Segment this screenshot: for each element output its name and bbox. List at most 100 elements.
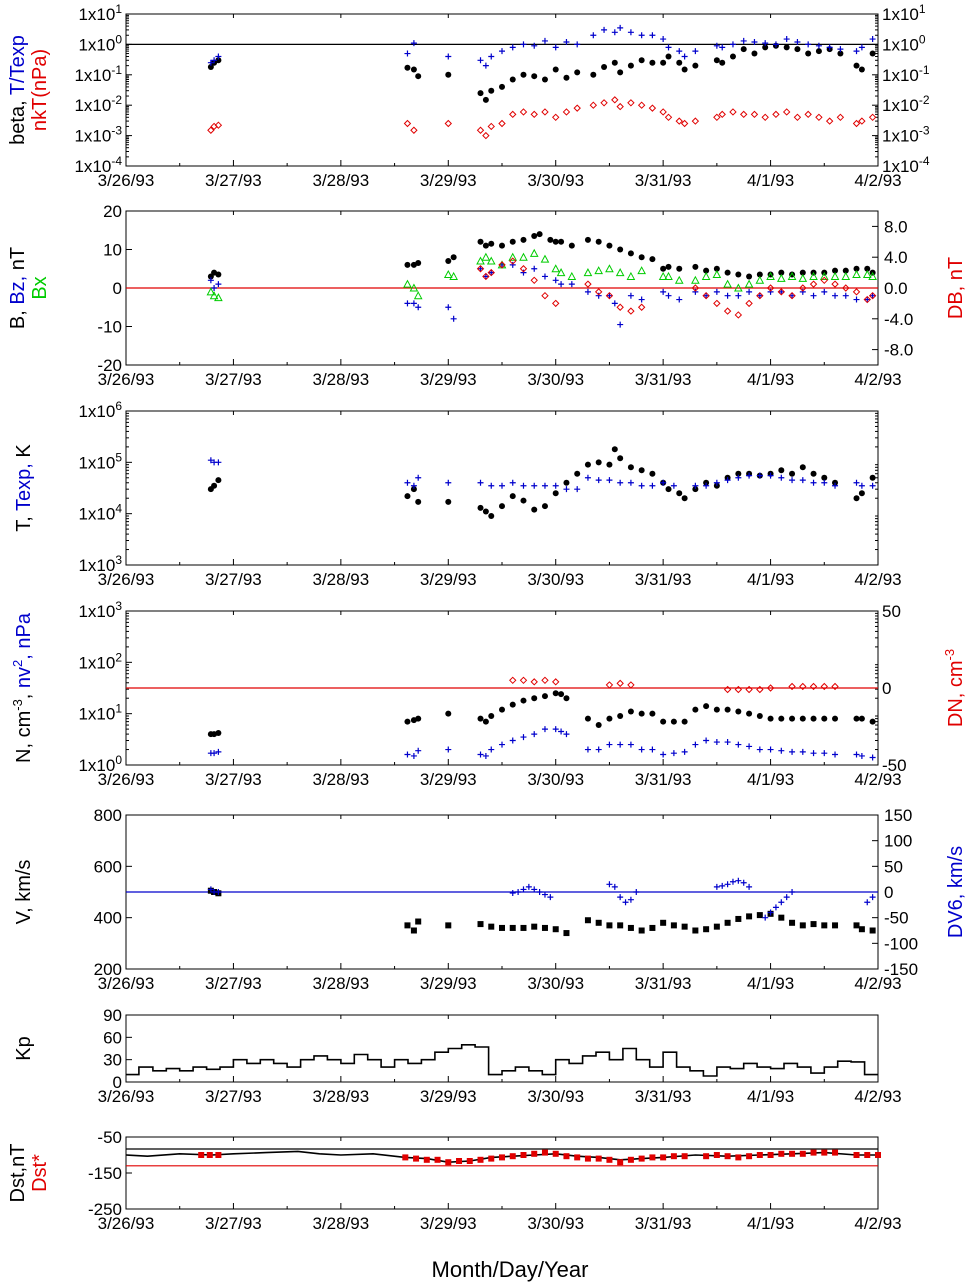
data-point — [215, 459, 222, 466]
data-point — [404, 493, 411, 500]
data-point — [821, 715, 828, 722]
data-point — [858, 482, 865, 489]
data-point — [627, 62, 634, 69]
series-1 — [207, 726, 876, 761]
data-point — [541, 503, 548, 510]
data-point — [413, 291, 423, 300]
data-point — [821, 479, 828, 486]
x-tick-label: 4/2/93 — [854, 1214, 901, 1233]
data-point — [740, 110, 748, 119]
data-point — [531, 482, 538, 489]
data-point — [842, 292, 849, 299]
data-point — [552, 66, 559, 73]
x-tick-label: 3/29/93 — [420, 770, 477, 789]
data-point — [681, 66, 688, 73]
data-point — [594, 288, 603, 296]
data-point — [207, 886, 214, 893]
data-point — [799, 1150, 806, 1157]
data-point — [692, 741, 699, 748]
left-tick-label: 1x100 — [78, 753, 122, 775]
data-point — [746, 883, 753, 890]
series-line — [126, 1044, 878, 1077]
data-point — [735, 708, 742, 715]
left-axis-label: beta, T/Texp — [7, 35, 29, 145]
data-point — [767, 472, 774, 479]
data-point — [724, 881, 731, 888]
data-point — [477, 90, 484, 97]
data-point — [735, 877, 742, 884]
data-point — [568, 242, 575, 249]
data-point — [670, 482, 677, 489]
data-point — [558, 238, 565, 245]
data-point — [606, 292, 613, 299]
data-point — [551, 264, 561, 273]
data-point — [531, 1150, 538, 1157]
data-point — [660, 288, 667, 295]
data-point — [214, 121, 223, 129]
data-point — [477, 1156, 484, 1163]
data-point — [772, 41, 779, 48]
data-point — [617, 922, 624, 929]
left-tick-label: 1x105 — [78, 450, 122, 472]
data-point — [756, 685, 764, 694]
data-point — [853, 265, 860, 272]
data-point — [729, 878, 736, 885]
data-point — [499, 503, 505, 510]
data-point — [820, 276, 828, 285]
data-point — [547, 894, 554, 901]
data-point — [617, 713, 624, 720]
data-point — [805, 41, 812, 48]
right-tick-label: 0 — [882, 679, 891, 698]
panel-b: 20 10 0 -10 -20 8.0 4.0 0.0 -4.0 -8.0 3/26/93 3/27/… — [7, 202, 967, 389]
data-point — [692, 706, 699, 713]
data-point — [729, 53, 736, 60]
right-tick-label: -150 — [884, 960, 918, 979]
data-point — [617, 479, 624, 486]
data-point — [403, 119, 412, 128]
data-point — [445, 53, 452, 60]
data-point — [595, 238, 602, 245]
plot-frame — [125, 13, 879, 167]
left-tick-label: 200 — [94, 960, 122, 979]
left-tick-label: 1x104 — [78, 502, 122, 524]
left-tick-label: 1x10-2 — [74, 93, 122, 115]
data-point — [830, 271, 840, 280]
left-tick-label: 90 — [103, 1006, 122, 1025]
left-tick-label: 20 — [103, 202, 122, 221]
data-point — [206, 1152, 213, 1158]
data-point — [209, 291, 219, 300]
data-point — [832, 751, 839, 758]
data-point — [724, 919, 731, 926]
data-point — [820, 682, 828, 691]
data-point — [766, 284, 775, 292]
data-point — [403, 279, 412, 288]
data-point — [215, 730, 222, 737]
left-tick-label: 1x10-4 — [74, 154, 122, 176]
left-axis-label: Kp — [13, 1036, 35, 1060]
right-axis-label: DN, cm-3 — [942, 649, 967, 727]
left-tick-label: 0 — [113, 279, 122, 298]
left-tick-label: 1x103 — [78, 599, 122, 621]
data-point — [207, 64, 214, 71]
data-point — [520, 697, 527, 704]
data-point — [456, 1158, 463, 1164]
data-point — [776, 273, 786, 282]
series-0 — [207, 690, 876, 738]
data-point — [869, 474, 876, 481]
data-point — [476, 256, 485, 265]
left-tick-label: 400 — [94, 909, 122, 928]
data-point — [627, 307, 635, 315]
data-point — [799, 288, 806, 295]
data-point — [703, 703, 710, 710]
x-tick-label: 3/31/93 — [635, 370, 692, 389]
right-tick-label: 1x10-4 — [882, 154, 930, 176]
series-1 — [198, 1149, 881, 1166]
data-point — [531, 233, 538, 240]
data-point — [573, 104, 581, 112]
data-point — [415, 259, 422, 266]
data-point — [740, 46, 747, 53]
data-point — [719, 59, 726, 66]
x-tick-label: 3/27/93 — [205, 570, 262, 589]
data-point — [594, 266, 604, 275]
data-point — [211, 285, 218, 291]
